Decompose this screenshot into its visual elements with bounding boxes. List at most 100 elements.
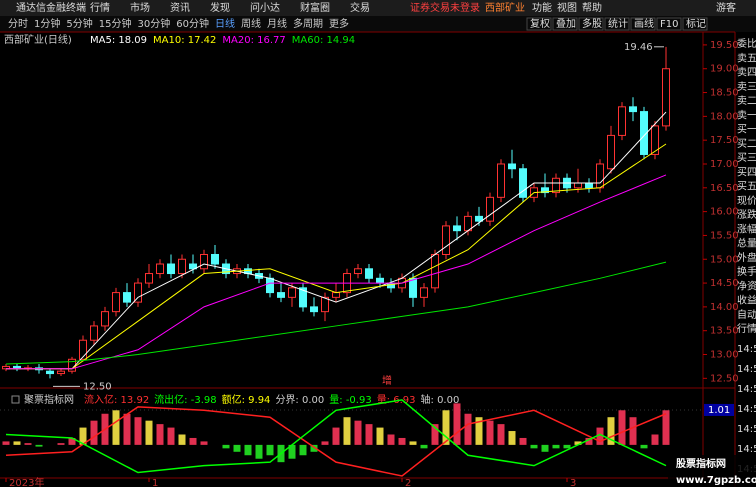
period-tab[interactable]: 15分钟 <box>99 17 132 30</box>
candle-body <box>46 370 54 375</box>
menu-item[interactable]: 行情 <box>90 1 110 14</box>
side-label: 总量 <box>737 237 756 250</box>
candle-body <box>178 258 186 275</box>
period-tab[interactable]: 日线 <box>215 17 235 30</box>
period-tab[interactable]: 60分钟 <box>176 17 209 30</box>
y-tick-label: 19.50 <box>710 40 739 51</box>
menu-item[interactable]: 发现 <box>210 1 230 14</box>
period-tab[interactable]: 多周期 <box>293 17 323 30</box>
flow-bar <box>68 437 76 445</box>
flow-bar <box>299 444 307 456</box>
candle-body <box>123 292 131 303</box>
flow-bar <box>398 437 406 445</box>
candle-body <box>354 268 362 275</box>
indicator-legend: 额亿: 9.94 <box>222 393 271 406</box>
period-tab[interactable]: 1分钟 <box>34 17 60 30</box>
flow-bar <box>255 444 263 459</box>
menu-right[interactable]: 视图 <box>557 1 577 14</box>
side-label: 外盘 <box>737 251 756 264</box>
y-tick-label: 14.50 <box>710 278 739 289</box>
flow-bar <box>332 427 340 445</box>
candle-body <box>288 287 296 298</box>
candle-body <box>541 187 549 194</box>
y-tick-label: 1.01 <box>708 405 730 416</box>
ma-legend: MA20: 16.77 <box>222 35 285 46</box>
flow-bar <box>651 434 659 445</box>
candle-body <box>134 282 142 303</box>
menu-item[interactable]: 财富圈 <box>300 1 330 14</box>
candle-body <box>508 163 516 170</box>
tool-button[interactable] <box>630 17 656 31</box>
side-label: 卖四 <box>737 67 756 79</box>
menu-item[interactable]: 交易 <box>350 1 370 14</box>
tool-button[interactable] <box>682 17 708 31</box>
flow-bar <box>321 441 329 445</box>
period-tab[interactable]: 月线 <box>267 17 287 30</box>
indicator-legend: 轴: 0.00 <box>421 393 460 406</box>
candle-body <box>629 106 637 113</box>
tool-button-label: 复权 <box>530 17 550 30</box>
side-time: 14:50 <box>737 404 756 415</box>
period-tab[interactable]: 5分钟 <box>66 17 92 30</box>
candle-body <box>57 370 65 375</box>
tool-button-label: 叠加 <box>556 18 576 30</box>
menu-item[interactable]: 市场 <box>130 1 150 14</box>
flow-bar <box>288 444 296 459</box>
menu-right[interactable]: 功能 <box>532 1 552 14</box>
flow-bar <box>134 417 142 445</box>
period-tab[interactable]: 30分钟 <box>137 17 170 30</box>
tool-button-label: 画线 <box>634 17 654 30</box>
tool-button[interactable] <box>604 17 630 31</box>
notice[interactable]: 证券交易未登录 <box>410 1 480 14</box>
side-label: 卖三 <box>737 81 756 93</box>
candle-body <box>321 296 329 313</box>
period-tab[interactable]: 分时 <box>8 18 28 30</box>
menu-item[interactable]: 资讯 <box>170 2 190 14</box>
ma-line <box>5 261 667 365</box>
candle-body <box>277 292 285 298</box>
flow-bar <box>629 417 637 445</box>
tool-button-label: 统计 <box>608 17 628 30</box>
flow-bar <box>409 441 417 445</box>
flow-bar <box>387 434 395 445</box>
flow-bar <box>563 444 571 449</box>
tool-button[interactable] <box>578 17 604 31</box>
menu-right[interactable]: 帮助 <box>582 1 602 14</box>
y-tick-label: 18.00 <box>710 111 739 122</box>
side-label: 卖二 <box>737 95 756 107</box>
tool-button[interactable] <box>552 17 578 31</box>
candle-body <box>310 306 318 313</box>
side-time: 14:50 <box>737 364 756 375</box>
tool-button[interactable] <box>526 17 552 31</box>
ma-line <box>6 143 667 370</box>
flow-bar <box>530 444 538 449</box>
candle-body <box>211 253 219 265</box>
side-time: 14:50 <box>737 444 756 455</box>
flow-bar <box>574 441 582 445</box>
y-tick-label: 18.50 <box>710 88 739 99</box>
candle-body <box>442 225 450 255</box>
side-label: 净资 <box>737 279 756 292</box>
stock-name: 西部矿业 <box>485 1 525 14</box>
menu-right[interactable]: 游客 <box>716 1 736 14</box>
flow-bar <box>376 427 384 445</box>
candle-body <box>453 225 461 232</box>
high-label: 19.46 <box>624 42 653 53</box>
side-label: 买二 <box>737 138 756 150</box>
flow-bar <box>464 413 472 445</box>
candle-body <box>420 287 428 298</box>
tool-button[interactable] <box>656 17 682 31</box>
candle-body <box>156 263 164 275</box>
candle-body <box>596 163 604 189</box>
y-tick-label: 17.50 <box>710 135 739 146</box>
flow-bar <box>13 441 21 445</box>
tool-button-label: 标记 <box>686 18 706 30</box>
candle-body <box>574 182 582 189</box>
y-tick-label: 15.00 <box>710 254 739 265</box>
watermark-title: 股票指标网 <box>676 457 726 470</box>
period-tab[interactable]: 更多 <box>329 17 349 30</box>
x-tick-label: 3 <box>570 478 576 487</box>
menu-item[interactable]: 问小达 <box>250 1 280 14</box>
side-time: 14:50 <box>737 424 756 435</box>
period-tab[interactable]: 周线 <box>241 17 261 30</box>
